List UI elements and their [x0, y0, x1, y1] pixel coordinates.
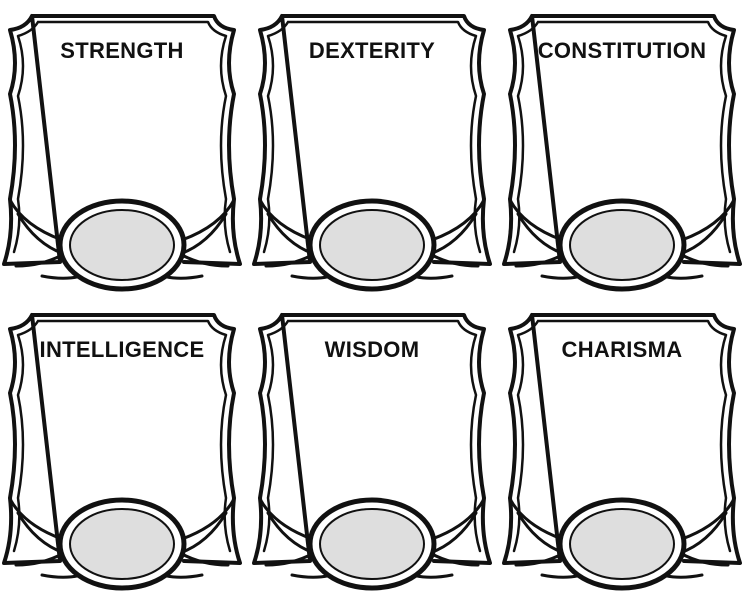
stat-label-charisma: CHARISMA	[561, 337, 683, 362]
ornate-frame	[252, 313, 492, 591]
stat-card-constitution: CONSTITUTION	[502, 4, 742, 299]
stat-card-strength: STRENGTH	[2, 4, 242, 299]
stat-label-wisdom: WISDOM	[324, 337, 420, 362]
stat-card-wisdom: WISDOM	[252, 303, 492, 598]
stat-label-constitution: CONSTITUTION	[537, 38, 707, 63]
stat-label-intelligence: INTELLIGENCE	[39, 337, 205, 362]
ornate-frame	[502, 313, 742, 591]
ornate-frame	[252, 14, 492, 292]
ornate-frame	[2, 313, 242, 591]
stat-label-strength: STRENGTH	[60, 38, 184, 63]
stat-card-dexterity: DEXTERITY	[252, 4, 492, 299]
ornate-frame	[2, 14, 242, 292]
stat-card-intelligence: INTELLIGENCE	[2, 303, 242, 598]
ornate-frame	[502, 14, 742, 292]
stat-card-charisma: CHARISMA	[502, 303, 742, 598]
stat-label-dexterity: DEXTERITY	[308, 38, 436, 63]
